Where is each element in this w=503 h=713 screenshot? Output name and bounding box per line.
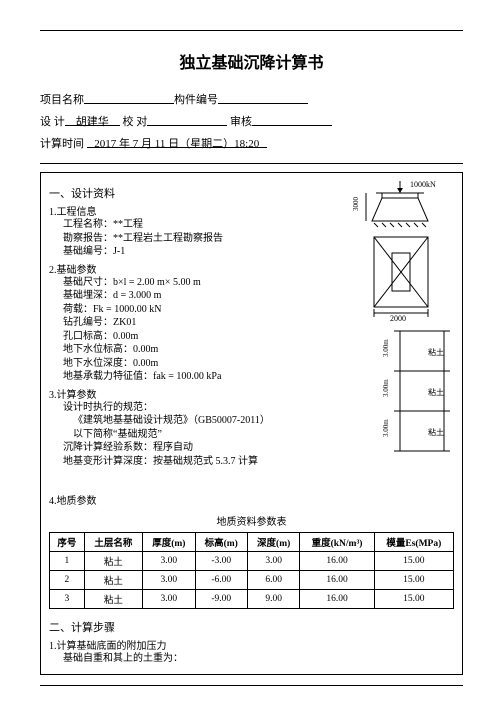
table-header-row: 序号 土层名称 厚度(m) 标高(m) 深度(m) 重度(kN/m³) 模量Es…	[50, 533, 454, 552]
top-rule	[40, 30, 463, 31]
svg-text:粘土: 粘土	[428, 427, 444, 437]
svg-text:3000: 3000	[352, 197, 360, 212]
component-label: 构件编号	[174, 91, 218, 107]
diagram: 1000kN 3000	[322, 179, 452, 459]
review-blank	[252, 113, 332, 126]
sec2-s1: 1.计算基础底面的附加压力	[49, 637, 454, 652]
table-title: 地质资料参数表	[49, 513, 454, 528]
design-label: 设 计	[40, 113, 65, 129]
content-box: 1000kN 3000	[40, 172, 463, 675]
review-label: 审核	[230, 113, 252, 129]
project-blank	[84, 91, 174, 104]
bottom-rule	[40, 685, 463, 686]
soil-table: 序号 土层名称 厚度(m) 标高(m) 深度(m) 重度(kN/m³) 模量Es…	[49, 532, 454, 609]
calctime: 2017 年 7 月 11 日（星期二）18:20	[87, 135, 267, 148]
check-label: 校 对	[123, 113, 148, 129]
row-design: 设 计 胡建华 校 对 审核	[40, 113, 463, 129]
diagram-svg: 1000kN 3000	[322, 179, 452, 459]
svg-text:3.00m: 3.00m	[382, 339, 390, 357]
th-0: 序号	[50, 533, 85, 552]
check-blank	[147, 113, 227, 126]
th-3: 标高(m)	[195, 533, 247, 552]
calctime-label: 计算时间	[40, 135, 84, 151]
th-6: 模量Es(MPa)	[374, 533, 453, 552]
svg-text:粘土: 粘土	[428, 347, 444, 357]
load-text: 1000kN	[410, 180, 436, 189]
svg-text:粘土: 粘土	[428, 387, 444, 397]
mid-rule	[40, 163, 463, 164]
th-5: 重度(kN/m³)	[300, 533, 374, 552]
row-time: 计算时间 2017 年 7 月 11 日（星期二）18:20	[40, 135, 463, 151]
designer: 胡建华	[65, 113, 120, 126]
svg-text:3.00m: 3.00m	[382, 379, 390, 397]
component-blank	[218, 91, 308, 104]
svg-text:2000: 2000	[390, 314, 406, 323]
doc-title: 独立基础沉降计算书	[40, 49, 463, 73]
table-row: 3粘土3.00-9.009.0016.0015.00	[50, 590, 454, 609]
svg-text:3.00m: 3.00m	[382, 419, 390, 437]
sec2-s1a: 基础自重和其上的土重为：	[63, 652, 454, 666]
project-label: 项目名称	[40, 91, 84, 107]
table-row: 1粘土3.00-3.003.0016.0015.00	[50, 552, 454, 571]
sec1-s4: 4.地质参数	[49, 492, 454, 507]
th-4: 深度(m)	[247, 533, 299, 552]
th-1: 土层名称	[84, 533, 142, 552]
th-2: 厚度(m)	[143, 533, 195, 552]
table-row: 2粘土3.00-6.006.0016.0015.00	[50, 571, 454, 590]
row-project: 项目名称 构件编号	[40, 91, 463, 107]
sec2-h: 二、计算步骤	[49, 619, 454, 635]
